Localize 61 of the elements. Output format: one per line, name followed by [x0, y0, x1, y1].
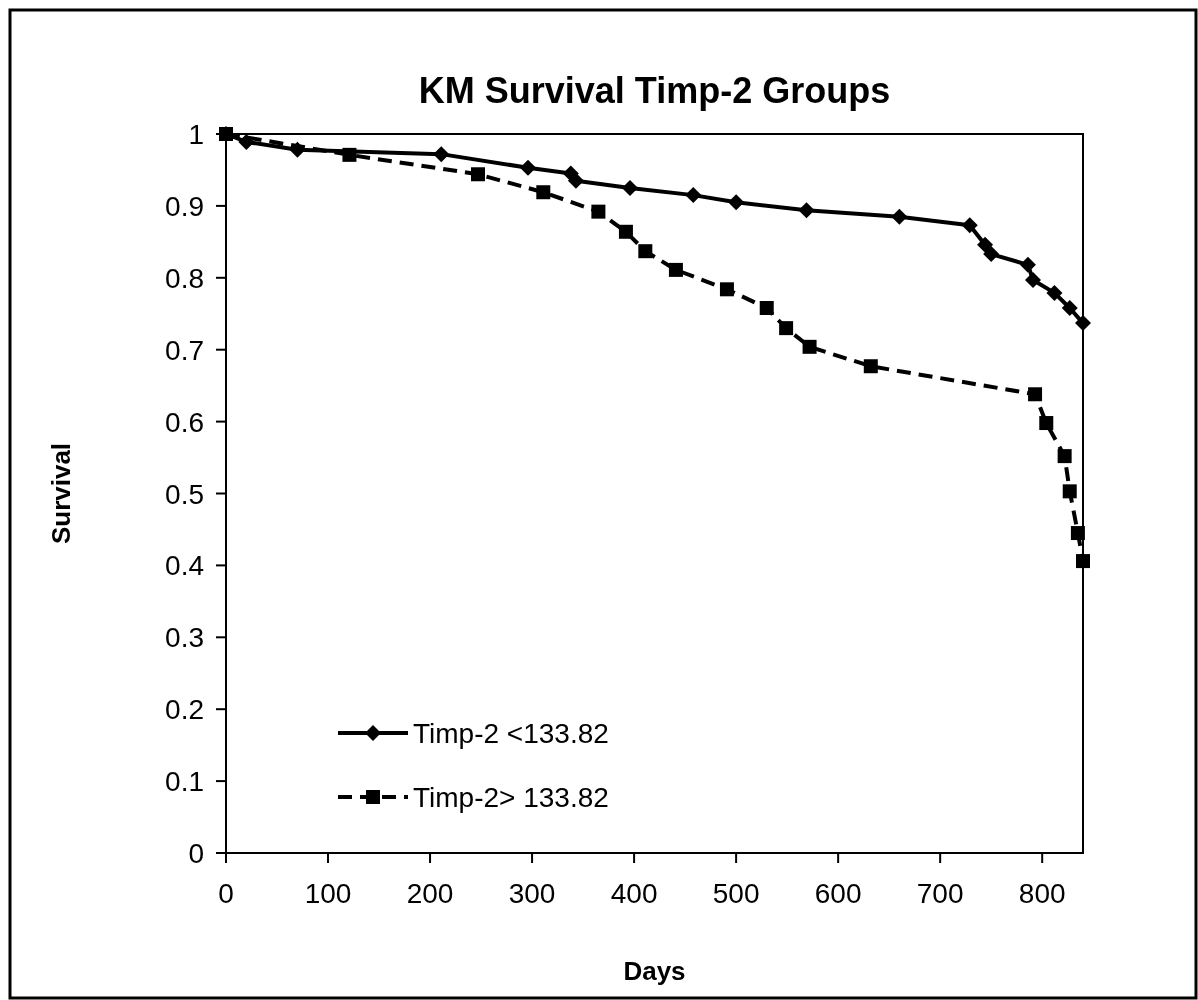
- y-tick-label: 0.4: [165, 550, 204, 582]
- point: [471, 167, 485, 182]
- x-tick-label: 400: [610, 878, 658, 909]
- point: [618, 224, 633, 239]
- legend-label: Timp-2 <133.82: [413, 718, 609, 749]
- x-tick-label: 800: [1018, 878, 1066, 909]
- point: [219, 127, 233, 141]
- x-tick-label: 200: [406, 878, 454, 909]
- point: [685, 187, 702, 204]
- point: [719, 282, 734, 297]
- point: [519, 159, 536, 176]
- point: [622, 179, 639, 196]
- point: [1061, 300, 1078, 316]
- x-tick-label: 600: [814, 878, 862, 909]
- point: [802, 339, 817, 354]
- point: [1046, 284, 1063, 301]
- point: [536, 185, 551, 200]
- chart-title: KM Survival Timp-2 Groups: [418, 70, 891, 111]
- x-tick-label: 300: [508, 878, 556, 909]
- point: [342, 147, 357, 162]
- point: [961, 217, 978, 234]
- point: [591, 204, 606, 219]
- point: [798, 202, 815, 219]
- point: [759, 301, 774, 315]
- y-tick-label: 1: [188, 119, 204, 150]
- point: [728, 194, 745, 211]
- point: [983, 246, 1000, 263]
- point: [1028, 387, 1043, 402]
- point: [1075, 315, 1091, 332]
- point: [1039, 416, 1054, 431]
- point: [668, 262, 683, 277]
- x-tick-label: 100: [304, 878, 352, 909]
- point: [1019, 256, 1036, 273]
- point: [1070, 526, 1085, 541]
- point: [1062, 484, 1077, 499]
- x-tick-label: 0: [218, 878, 234, 909]
- point: [977, 236, 994, 253]
- y-tick-label: 0: [188, 838, 204, 869]
- point: [1076, 554, 1090, 569]
- x-tick-label: 700: [916, 878, 964, 909]
- y-tick-label: 0.2: [165, 694, 204, 726]
- point: [638, 244, 653, 259]
- y-axis-title: Survival: [46, 442, 76, 545]
- point: [433, 146, 450, 163]
- y-tick-label: 0.7: [165, 334, 204, 366]
- y-tick-label: 0.9: [165, 190, 204, 222]
- y-tick-label: 0.5: [165, 478, 204, 510]
- point: [1057, 449, 1072, 464]
- x-tick-label: 500: [712, 878, 760, 909]
- x-axis-title: Days: [623, 956, 686, 986]
- y-tick-label: 0.6: [165, 406, 204, 438]
- y-tick-label: 0.8: [165, 262, 204, 294]
- point: [891, 208, 908, 225]
- point: [238, 133, 255, 150]
- point: [1025, 271, 1042, 288]
- point: [863, 359, 878, 374]
- y-tick-label: 0.1: [165, 766, 204, 798]
- y-tick-label: 0.3: [165, 622, 204, 654]
- legend-label: Timp-2> 133.82: [413, 782, 609, 813]
- point: [779, 321, 794, 336]
- point: [567, 172, 584, 189]
